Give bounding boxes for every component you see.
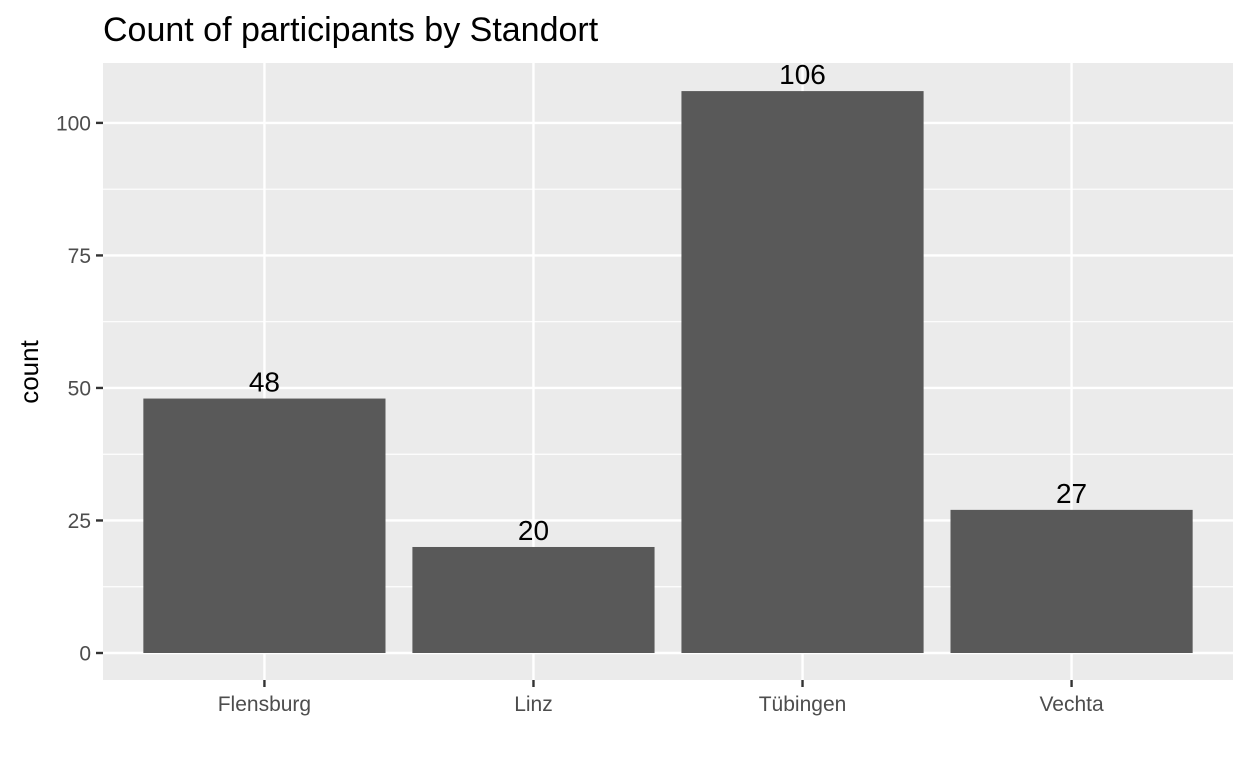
x-tick-label: Tübingen	[759, 693, 847, 716]
x-axis: Flensburg Linz Tübingen Vechta	[218, 680, 1104, 716]
data-label: 106	[779, 59, 826, 90]
bars	[143, 91, 1193, 654]
y-tick-label: 50	[68, 377, 91, 400]
data-label: 48	[249, 367, 280, 398]
chart-title: Count of participants by Standort	[103, 11, 599, 49]
bar-flensburg	[143, 398, 386, 653]
bar-tübingen	[681, 91, 924, 654]
y-tick-label: 100	[56, 112, 91, 135]
y-axis: 0 25 50 75 100	[56, 112, 103, 666]
y-axis-label: count	[14, 339, 44, 403]
data-labels: 48 20 106 27	[249, 59, 1087, 546]
bar-linz	[412, 546, 655, 653]
x-tick-label: Linz	[514, 693, 553, 716]
bar-vechta	[950, 509, 1193, 653]
x-tick-label: Vechta	[1039, 693, 1104, 716]
y-tick-label: 75	[68, 245, 91, 268]
data-label: 20	[518, 515, 549, 546]
y-tick-label: 25	[68, 510, 91, 533]
x-tick-label: Flensburg	[218, 693, 311, 716]
data-label: 27	[1056, 478, 1087, 509]
y-tick-label: 0	[79, 643, 91, 666]
